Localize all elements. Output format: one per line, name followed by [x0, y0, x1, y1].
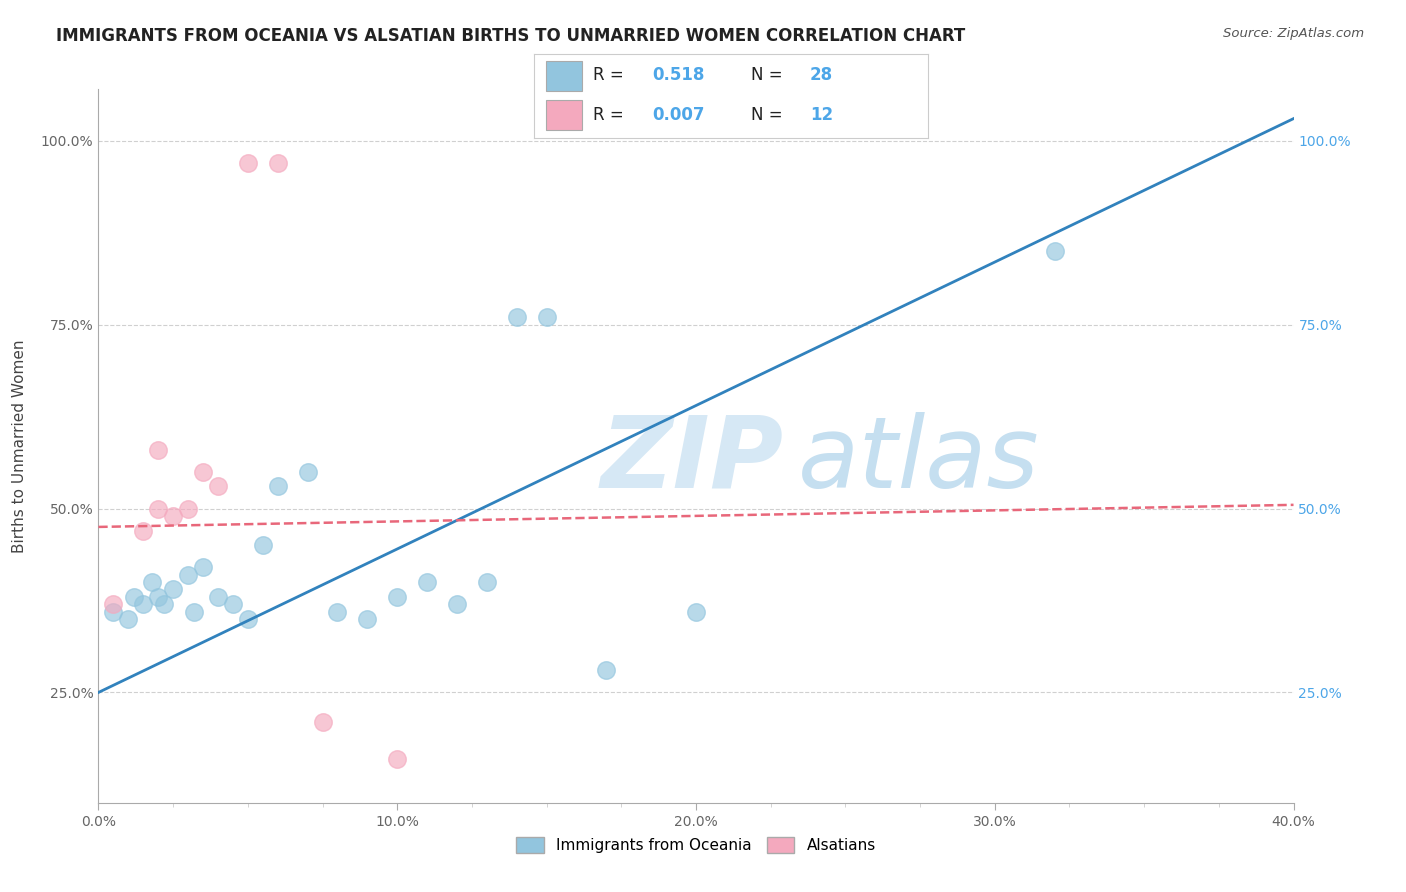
Point [446, 597, 468, 611]
Point [252, 538, 274, 552]
Text: 0.518: 0.518 [652, 66, 704, 84]
Point [117, 612, 139, 626]
Text: Source: ZipAtlas.com: Source: ZipAtlas.com [1223, 27, 1364, 40]
Point [103, 605, 125, 619]
Point [148, 442, 170, 457]
Point [326, 605, 349, 619]
FancyBboxPatch shape [546, 100, 582, 130]
Point [148, 501, 170, 516]
Point [595, 664, 617, 678]
Text: N =: N = [751, 105, 787, 123]
Point [207, 590, 229, 604]
Point [148, 590, 170, 604]
Point [177, 501, 200, 516]
Point [475, 575, 498, 590]
Text: atlas: atlas [797, 412, 1039, 508]
Y-axis label: Births to Unmarried Women: Births to Unmarried Women [13, 339, 27, 553]
Point [297, 465, 319, 479]
Legend: Immigrants from Oceania, Alsatians: Immigrants from Oceania, Alsatians [510, 831, 882, 859]
Point [191, 560, 214, 574]
Point [311, 714, 333, 729]
Point [132, 524, 155, 538]
Text: IMMIGRANTS FROM OCEANIA VS ALSATIAN BIRTHS TO UNMARRIED WOMEN CORRELATION CHART: IMMIGRANTS FROM OCEANIA VS ALSATIAN BIRT… [56, 27, 966, 45]
Point [191, 465, 214, 479]
Point [236, 612, 259, 626]
Point [356, 612, 378, 626]
Point [506, 310, 529, 325]
Point [183, 605, 205, 619]
Point [1043, 244, 1066, 258]
Point [141, 575, 163, 590]
Text: R =: R = [593, 66, 630, 84]
Point [685, 605, 707, 619]
Point [207, 479, 229, 493]
Point [162, 508, 184, 523]
Point [416, 575, 439, 590]
Text: 12: 12 [810, 105, 832, 123]
Point [236, 155, 259, 169]
Point [385, 752, 409, 766]
Text: 28: 28 [810, 66, 832, 84]
Point [177, 567, 200, 582]
Point [222, 597, 245, 611]
Point [132, 597, 155, 611]
Point [267, 479, 290, 493]
Text: N =: N = [751, 66, 787, 84]
Point [153, 597, 176, 611]
Point [162, 582, 184, 597]
Text: ZIP: ZIP [600, 412, 783, 508]
FancyBboxPatch shape [546, 62, 582, 91]
Point [267, 155, 290, 169]
Point [103, 597, 125, 611]
Text: 0.007: 0.007 [652, 105, 704, 123]
Point [536, 310, 558, 325]
Text: R =: R = [593, 105, 630, 123]
Point [385, 590, 409, 604]
Point [124, 590, 146, 604]
